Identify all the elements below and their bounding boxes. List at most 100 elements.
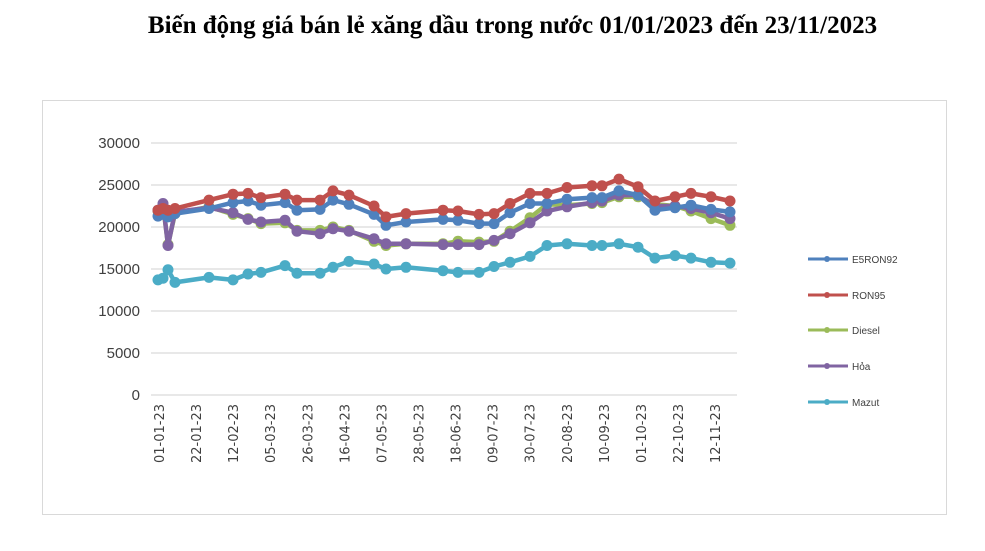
data-point — [291, 194, 303, 206]
data-point — [227, 274, 239, 286]
data-point — [279, 260, 291, 272]
data-point — [380, 219, 392, 231]
data-point — [524, 187, 536, 199]
data-point — [343, 198, 355, 210]
legend-label: E5RON92 — [852, 255, 898, 266]
data-point — [380, 211, 392, 223]
series-e5ron92 — [152, 185, 736, 231]
data-point — [561, 182, 573, 193]
data-point — [541, 240, 553, 251]
legend-marker-icon — [824, 292, 830, 298]
data-point — [613, 185, 625, 197]
series-ha — [152, 189, 736, 251]
x-tick-label: 01-10-23 — [635, 404, 650, 463]
data-point — [314, 203, 326, 215]
x-tick-label: 12-02-23 — [227, 404, 242, 463]
series-mazut — [152, 238, 736, 288]
data-point — [380, 263, 392, 275]
legend-item: Diesel — [808, 326, 880, 337]
data-point — [203, 203, 215, 214]
data-point — [279, 188, 291, 200]
data-point — [400, 208, 412, 220]
data-point — [368, 258, 380, 270]
data-point — [279, 214, 291, 226]
data-point — [314, 267, 326, 279]
data-point — [291, 267, 303, 279]
data-point — [400, 216, 412, 228]
x-tick-label: 30-07-23 — [524, 404, 539, 463]
data-point — [327, 261, 339, 273]
y-tick-label: 30000 — [98, 135, 140, 152]
data-point — [669, 191, 681, 203]
data-point — [488, 261, 500, 272]
x-tick-label: 28-05-23 — [412, 404, 427, 463]
data-point — [380, 238, 392, 250]
data-point — [368, 200, 380, 212]
x-tick-label: 26-03-23 — [301, 404, 316, 463]
data-point — [227, 207, 239, 219]
chart-title: Biến động giá bán lẻ xăng dầu trong nước… — [147, 12, 878, 39]
data-point — [279, 197, 291, 209]
data-point — [685, 199, 697, 211]
data-point — [343, 255, 355, 267]
data-point — [504, 228, 516, 240]
data-point — [632, 241, 644, 253]
x-tick-label: 18-06-23 — [450, 404, 465, 463]
data-point — [227, 188, 239, 200]
series-lines — [152, 173, 736, 288]
legend-item: Hỏa — [808, 361, 871, 373]
data-point — [242, 187, 254, 199]
y-tick-label: 25000 — [98, 177, 140, 194]
data-point — [162, 264, 174, 276]
data-point — [524, 217, 536, 229]
x-tick-label: 20-08-23 — [561, 404, 576, 463]
data-point — [400, 238, 412, 250]
data-point — [327, 194, 339, 206]
data-point — [452, 266, 464, 278]
x-tick-label: 05-03-23 — [264, 404, 279, 463]
data-point — [685, 187, 697, 199]
data-point — [314, 194, 326, 206]
data-point — [343, 189, 355, 201]
data-point — [242, 213, 254, 225]
legend-label: RON95 — [852, 291, 886, 302]
data-point — [203, 271, 215, 283]
data-point — [613, 238, 625, 250]
data-point — [452, 214, 464, 226]
y-tick-label: 20000 — [98, 219, 140, 236]
data-point — [473, 266, 485, 278]
data-point — [473, 239, 485, 251]
data-point — [242, 195, 254, 207]
data-point — [504, 198, 516, 209]
x-tick-label: 10-09-23 — [598, 404, 613, 463]
data-point — [488, 218, 500, 230]
data-point — [169, 276, 181, 288]
data-point — [632, 181, 644, 193]
y-tick-label: 0 — [132, 387, 140, 404]
data-point — [596, 240, 608, 251]
data-point — [561, 238, 573, 250]
y-tick-label: 15000 — [98, 261, 140, 278]
data-point — [586, 240, 598, 251]
data-point — [586, 180, 598, 192]
data-point — [437, 204, 449, 216]
data-point — [327, 185, 339, 197]
data-point — [255, 216, 267, 228]
data-point — [524, 198, 536, 209]
legend-item: E5RON92 — [808, 255, 898, 266]
data-point — [504, 256, 516, 268]
data-point — [327, 223, 339, 235]
x-tick-label: 01-01-23 — [153, 404, 168, 463]
x-tick-label: 22-01-23 — [190, 404, 205, 463]
y-axis-labels: 0 5000 10000 15000 20000 25000 30000 — [98, 135, 140, 404]
data-point — [291, 204, 303, 216]
data-point — [649, 195, 661, 207]
data-point — [291, 225, 303, 237]
data-point — [541, 198, 553, 209]
data-point — [473, 208, 485, 220]
x-tick-label: 09-07-23 — [487, 404, 502, 463]
data-point — [368, 208, 380, 220]
data-point — [255, 199, 267, 211]
data-point — [504, 207, 516, 219]
